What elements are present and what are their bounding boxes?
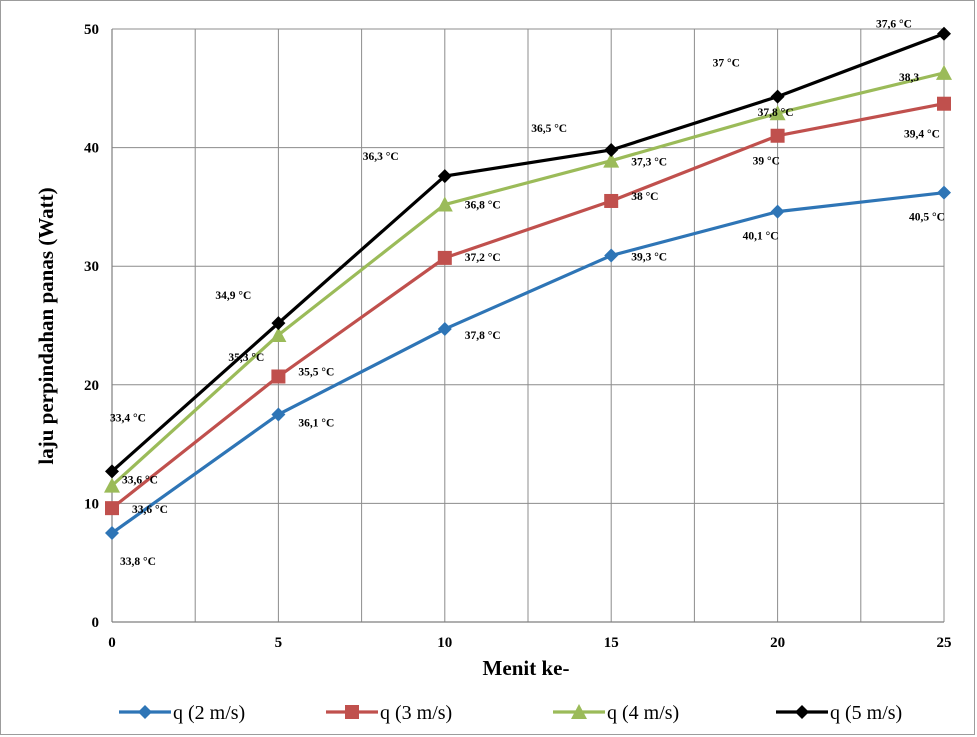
x-tick-label: 0 <box>108 635 116 651</box>
data-label: 39,3 °C <box>631 252 667 264</box>
data-point <box>271 407 286 422</box>
y-tick-labels: 0 10 20 30 40 50 <box>84 22 99 631</box>
data-label: 33,6 °C <box>132 504 168 516</box>
series-line <box>111 102 945 510</box>
data-label: 36,1 °C <box>298 417 334 429</box>
data-label: 34,9 °C <box>215 290 251 302</box>
data-label: 40,5 °C <box>909 212 945 224</box>
data-point <box>770 89 785 104</box>
data-point <box>795 705 809 719</box>
data-point <box>436 196 453 212</box>
series-line <box>111 191 945 535</box>
legend-label: q (2 m/s) <box>173 702 245 724</box>
data-point <box>105 501 119 516</box>
y-tick-label: 30 <box>84 259 99 275</box>
x-tick-labels: 0 5 10 15 20 25 <box>108 635 951 651</box>
data-point <box>105 526 119 541</box>
data-point <box>604 142 619 157</box>
legend-item: q (4 m/s) <box>553 702 679 724</box>
data-label: 33,8 °C <box>120 556 156 568</box>
axes <box>111 29 944 623</box>
legend-item: q (5 m/s) <box>776 702 902 724</box>
x-tick-label: 20 <box>770 635 785 651</box>
data-point <box>936 64 952 80</box>
y-tick-label: 10 <box>84 496 99 512</box>
y-tick-label: 20 <box>84 378 99 394</box>
data-label: 38,3 <box>899 72 919 84</box>
data-label: 40,1 °C <box>743 231 779 243</box>
data-label: 37,6 °C <box>876 19 912 31</box>
data-labels: 33,8 °C 36,1 °C 37,8 °C 39,3 °C 40,1 °C 40,5 … <box>110 19 945 568</box>
data-label: 37 °C <box>713 58 740 70</box>
data-point <box>770 128 785 143</box>
data-label: 33,4 °C <box>110 412 146 424</box>
series-q-5-m-s- <box>105 26 951 479</box>
data-label: 36,8 °C <box>465 200 501 212</box>
data-label: 37,2 °C <box>465 252 501 264</box>
legend-label: q (3 m/s) <box>380 702 452 724</box>
data-point <box>271 316 286 331</box>
legend-item: q (2 m/s) <box>119 702 245 724</box>
y-tick-label: 50 <box>84 22 99 38</box>
data-label: 35,5 °C <box>298 366 334 378</box>
data-label: 37,8 °C <box>758 107 794 119</box>
legend: q (2 m/s) q (3 m/s) q (4 m/s) q (5 m/s) <box>119 702 902 724</box>
x-axis-title: Menit ke- <box>483 656 570 680</box>
data-label: 38 °C <box>631 191 658 203</box>
data-point <box>603 152 620 168</box>
data-point <box>271 369 286 384</box>
data-label: 33,6 °C <box>122 475 158 487</box>
data-point <box>770 204 785 219</box>
legend-label: q (5 m/s) <box>830 702 902 724</box>
series-q-3-m-s- <box>105 96 951 516</box>
series-line <box>110 71 945 487</box>
data-label: 37,8 °C <box>465 330 501 342</box>
data-point <box>937 185 951 200</box>
series-group <box>104 26 952 541</box>
x-tick-label: 15 <box>604 635 619 651</box>
y-tick-label: 40 <box>84 141 99 157</box>
grid <box>111 28 945 623</box>
data-point <box>937 26 951 41</box>
data-point <box>345 705 359 719</box>
x-tick-label: 10 <box>437 635 452 651</box>
y-tick-label: 0 <box>92 615 100 631</box>
data-label: 37,3 °C <box>631 157 667 169</box>
data-label: 36,5 °C <box>531 123 567 135</box>
legend-item: q (3 m/s) <box>326 702 452 724</box>
data-point <box>571 704 587 719</box>
data-point <box>937 96 951 111</box>
data-point <box>270 326 287 342</box>
x-tick-label: 5 <box>275 635 283 651</box>
data-point <box>604 193 619 208</box>
series-q-4-m-s- <box>104 64 952 493</box>
data-point <box>437 169 452 184</box>
data-point <box>769 105 786 121</box>
series-line <box>110 32 945 473</box>
data-point <box>104 477 120 493</box>
x-tick-label: 25 <box>937 635 952 651</box>
legend-label: q (4 m/s) <box>607 702 679 724</box>
data-label: 39,4 °C <box>904 129 940 141</box>
data-point <box>437 322 452 337</box>
series-q-2-m-s- <box>105 185 951 541</box>
data-point <box>604 248 619 263</box>
data-point <box>437 250 452 265</box>
data-label: 39 °C <box>753 156 780 168</box>
y-axis-title: laju perpindahan panas (Watt) <box>34 187 58 464</box>
data-label: 36,3 °C <box>363 151 399 163</box>
data-point <box>105 464 119 479</box>
data-label: 35,3 °C <box>228 352 264 364</box>
data-point <box>138 705 152 719</box>
